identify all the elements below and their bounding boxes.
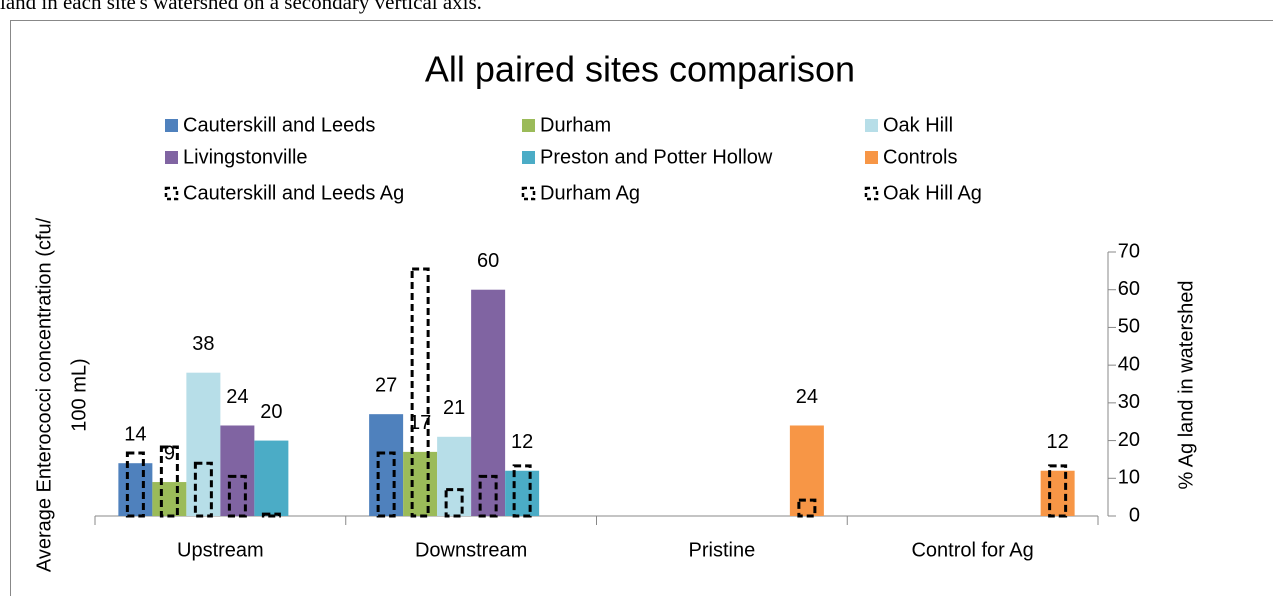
ag-bar (227, 474, 247, 518)
data-label: 9 (164, 442, 175, 464)
y2-tick-label: 70 (1118, 240, 1140, 262)
data-label: 14 (124, 423, 146, 445)
legend-label: Oak Hill Ag (883, 182, 982, 204)
legend-swatch (522, 119, 535, 132)
bar (789, 425, 824, 516)
ag-bar (193, 461, 213, 518)
legend-swatch (164, 186, 179, 201)
data-label: 27 (375, 374, 397, 396)
ag-bar (797, 498, 817, 518)
bar (186, 372, 221, 516)
bar (471, 289, 506, 516)
bar (118, 463, 153, 516)
data-label: 60 (477, 250, 499, 272)
ag-bar (444, 488, 464, 518)
bar (369, 414, 404, 516)
y2-axis-title: % Ag land in watershed (1175, 280, 1197, 489)
legend-label: Durham Ag (540, 182, 640, 204)
legend-label: Oak Hill (883, 114, 953, 136)
data-label: 17 (409, 412, 431, 434)
bar (254, 440, 289, 516)
x-tick-label: Pristine (689, 539, 756, 561)
caption: land in each site's watershed on a secon… (0, 0, 482, 14)
ag-bar (478, 474, 498, 518)
y2-tick-label: 0 (1129, 504, 1140, 526)
y2-tick-label: 20 (1118, 429, 1140, 451)
ag-bar (125, 451, 145, 518)
ag-bar (159, 445, 179, 518)
chart-title: All paired sites comparison (425, 49, 855, 90)
y2-tick-label: 10 (1118, 467, 1140, 489)
bar (403, 451, 438, 516)
x-tick-label: Downstream (415, 539, 527, 561)
bar (1040, 470, 1075, 516)
legend-label: Cauterskill and Leeds Ag (183, 182, 404, 204)
y2-tick-label: 30 (1118, 391, 1140, 413)
legend-swatch (865, 119, 878, 132)
bar (220, 425, 255, 516)
ag-bar (410, 267, 430, 518)
data-label: 12 (511, 431, 533, 453)
legend-swatch (864, 186, 879, 201)
legend-swatch (165, 119, 178, 132)
y2-tick-label: 50 (1118, 316, 1140, 338)
data-label: 20 (260, 401, 282, 423)
legend-label: Durham (540, 114, 611, 136)
y2-tick-label: 40 (1118, 353, 1140, 375)
legend-label: Preston and Potter Hollow (540, 146, 773, 168)
y2-tick-label: 60 (1118, 278, 1140, 300)
y-axis-title: 100 mL) (68, 358, 90, 431)
y-axis-title: Average Enterococci concentration (cfu/ (33, 217, 55, 572)
ag-bar (376, 451, 396, 518)
data-label: 38 (192, 333, 214, 355)
legend-swatch (865, 151, 878, 164)
x-tick-label: Upstream (177, 539, 264, 561)
bar (505, 470, 540, 516)
data-label: 21 (443, 397, 465, 419)
data-label: 24 (226, 386, 248, 408)
ag-bar (261, 512, 281, 518)
legend-label: Cauterskill and Leeds (183, 114, 375, 136)
data-label: 12 (1047, 431, 1069, 453)
legend-swatch (522, 151, 535, 164)
bar (152, 482, 187, 516)
legend-label: Livingstonville (183, 146, 308, 168)
legend-label: Controls (883, 146, 957, 168)
data-label: 24 (796, 386, 818, 408)
legend-swatch (165, 151, 178, 164)
x-tick-label: Control for Ag (911, 539, 1033, 561)
legend-swatch (521, 186, 536, 201)
bar (437, 436, 472, 516)
